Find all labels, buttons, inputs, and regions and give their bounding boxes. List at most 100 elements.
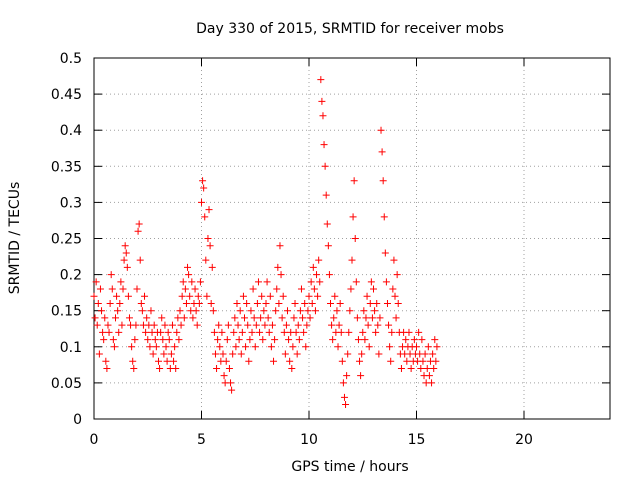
data-point: [225, 364, 233, 372]
data-point: [325, 271, 333, 279]
data-point: [330, 314, 338, 322]
data-point: [288, 364, 296, 372]
data-point: [184, 263, 192, 271]
data-point: [198, 198, 205, 206]
data-point: [165, 336, 173, 344]
data-point: [390, 256, 398, 264]
data-point: [164, 328, 172, 336]
data-point: [343, 372, 351, 380]
data-point: [328, 321, 336, 329]
data-point: [239, 292, 247, 300]
data-point: [121, 242, 129, 250]
data-point: [292, 328, 300, 336]
data-point: [262, 299, 270, 307]
data-point: [370, 285, 377, 293]
data-point: [428, 379, 436, 387]
data-point: [277, 271, 285, 279]
y-tick-label: 0.5: [60, 51, 82, 67]
y-axis-label: SRMTID / TECUs: [7, 182, 23, 295]
data-point: [151, 336, 159, 344]
data-point: [421, 350, 429, 358]
data-point: [375, 350, 383, 358]
data-point: [159, 336, 167, 344]
data-point: [365, 343, 373, 351]
data-point: [161, 321, 169, 329]
data-point: [250, 314, 258, 322]
data-point: [338, 357, 346, 365]
data-point: [418, 336, 426, 344]
data-point: [245, 357, 253, 365]
data-point: [264, 314, 272, 322]
data-point: [173, 328, 181, 336]
data-point: [200, 184, 208, 192]
data-point: [192, 307, 200, 315]
data-point: [218, 328, 226, 336]
data-point: [130, 364, 138, 372]
data-point: [297, 285, 305, 293]
data-point: [258, 292, 266, 300]
y-tick-label: 0.25: [51, 232, 82, 248]
data-point: [313, 271, 321, 279]
data-point: [256, 328, 264, 336]
data-point: [301, 299, 309, 307]
data-point: [327, 299, 334, 307]
data-point: [282, 321, 290, 329]
data-point: [185, 271, 193, 279]
data-point: [397, 364, 405, 372]
data-point: [405, 328, 413, 336]
data-point: [215, 321, 223, 329]
data-point: [305, 292, 313, 300]
data-point: [207, 299, 215, 307]
data-point: [203, 292, 211, 300]
data-point: [238, 328, 246, 336]
data-point: [251, 343, 259, 351]
data-point: [211, 350, 219, 358]
data-point: [430, 364, 438, 372]
x-tick-label: 10: [300, 432, 318, 448]
y-tick-labels: 0 0.05 0.1 0.15 0.2 0.25 0.3 0.35 0.4 0.45 0.5: [51, 51, 82, 428]
data-point: [265, 328, 273, 336]
data-point: [252, 321, 260, 329]
data-point: [381, 249, 389, 257]
data-point: [364, 321, 372, 329]
data-point: [220, 372, 228, 380]
data-point: [167, 350, 175, 358]
data-point: [150, 321, 158, 329]
data-point: [308, 299, 316, 307]
data-point: [204, 235, 212, 242]
data-point: [118, 321, 126, 329]
data-point: [260, 307, 268, 315]
data-point: [193, 321, 201, 329]
data-point: [168, 321, 176, 329]
y-tick-label: 0: [73, 412, 82, 428]
data-point: [268, 321, 276, 329]
data-point: [373, 299, 381, 307]
data-point: [246, 336, 254, 344]
data-point: [359, 328, 367, 336]
data-point: [432, 357, 440, 365]
data-point: [279, 292, 287, 300]
data-point: [321, 162, 329, 170]
data-point: [316, 278, 324, 286]
data-point: [104, 321, 112, 329]
data-point: [368, 314, 376, 322]
data-point: [387, 357, 395, 365]
data-point: [224, 321, 232, 329]
data-point: [363, 292, 371, 300]
data-point: [306, 314, 314, 322]
data-point: [188, 278, 196, 286]
data-point: [102, 357, 110, 365]
data-point: [123, 263, 131, 271]
data-point: [304, 307, 312, 315]
axis-ticks: [93, 57, 610, 420]
data-point: [223, 336, 231, 344]
data-point: [378, 148, 386, 156]
data-point: [100, 336, 108, 344]
x-tick-label: 15: [408, 432, 426, 448]
data-point: [133, 285, 141, 293]
data-point: [336, 299, 344, 307]
data-point: [163, 357, 171, 365]
data-point: [322, 191, 330, 199]
data-point: [367, 278, 375, 286]
